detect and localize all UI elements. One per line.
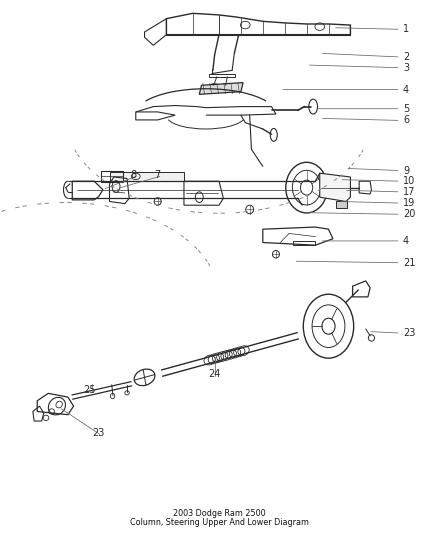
Text: 4: 4 <box>403 236 409 246</box>
Text: 20: 20 <box>403 209 415 219</box>
Text: 3: 3 <box>403 63 409 72</box>
Text: 24: 24 <box>208 369 221 379</box>
Polygon shape <box>199 83 243 94</box>
Text: 7: 7 <box>155 170 161 180</box>
Text: 8: 8 <box>131 170 137 180</box>
Text: 25: 25 <box>84 385 96 395</box>
Text: 21: 21 <box>403 258 415 268</box>
Text: 1: 1 <box>403 25 409 34</box>
Text: 23: 23 <box>403 328 415 338</box>
Text: 4: 4 <box>403 85 409 94</box>
Text: 23: 23 <box>92 428 105 438</box>
Text: 6: 6 <box>403 116 409 125</box>
Polygon shape <box>110 172 184 181</box>
Polygon shape <box>336 201 347 208</box>
Text: 10: 10 <box>403 176 415 186</box>
Text: 19: 19 <box>403 198 415 208</box>
Text: 17: 17 <box>403 187 415 197</box>
Text: 5: 5 <box>403 104 409 114</box>
Text: 2003 Dodge Ram 2500: 2003 Dodge Ram 2500 <box>173 509 265 518</box>
Text: 9: 9 <box>403 166 409 175</box>
Text: Column, Steering Upper And Lower Diagram: Column, Steering Upper And Lower Diagram <box>130 518 308 527</box>
Polygon shape <box>320 173 350 201</box>
Text: 2: 2 <box>403 52 409 62</box>
